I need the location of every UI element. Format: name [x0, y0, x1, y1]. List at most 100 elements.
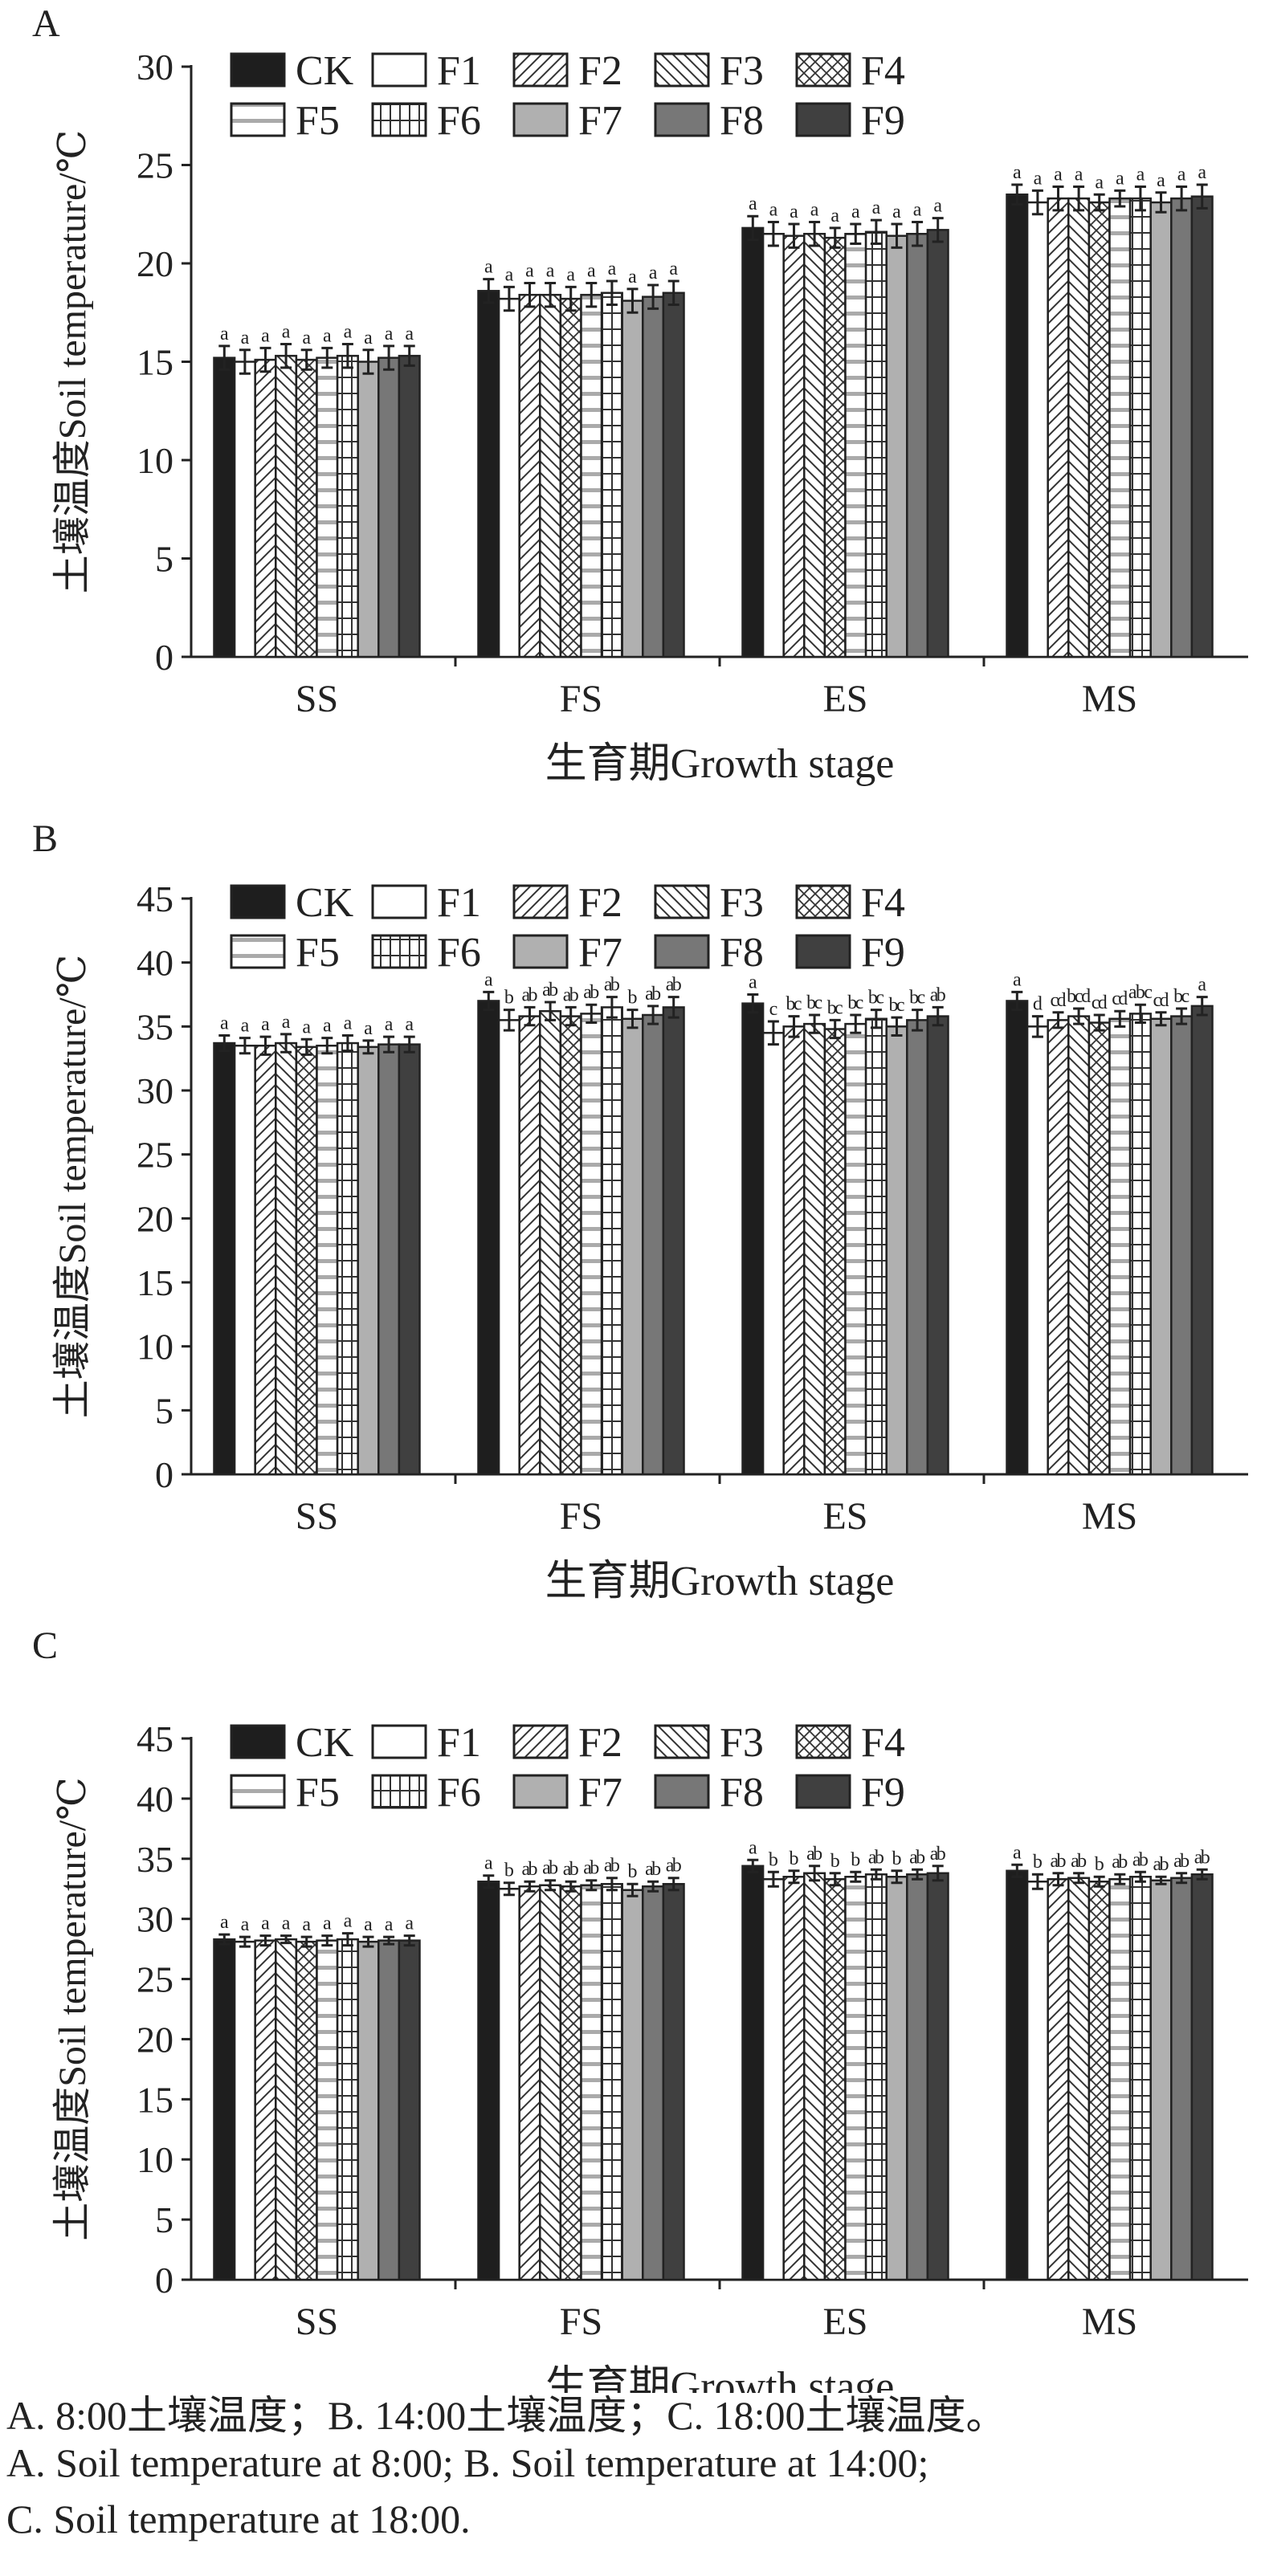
significance-letter: c	[769, 999, 778, 1020]
x-tick-label: MS	[1082, 1495, 1137, 1538]
legend-item-f3: F3	[654, 1720, 764, 1766]
error-bar	[239, 1037, 251, 1055]
significance-letter: a	[241, 328, 250, 348]
bar-b-ms-f2	[1047, 1019, 1070, 1476]
significance-letter: ab	[1173, 1851, 1190, 1872]
error-bar	[1073, 185, 1085, 212]
y-tick-label: 45	[137, 878, 173, 919]
legend-item-ck: CK	[230, 48, 354, 94]
significance-letter: a	[1177, 164, 1186, 185]
x-tick-label: SS	[296, 1495, 338, 1538]
x-tick-label: ES	[822, 1495, 867, 1538]
significance-letter: b	[504, 1861, 514, 1881]
legend-label: CK	[296, 880, 354, 926]
bar-c-ms-f7	[1149, 1879, 1173, 2281]
error-bar	[545, 1001, 557, 1021]
legend-swatch	[230, 1724, 286, 1759]
bar-a-fs-f3	[539, 293, 562, 658]
y-tick-label: 10	[137, 1327, 173, 1367]
legend-item-f3: F3	[654, 880, 764, 926]
significance-letter: ab	[909, 1847, 925, 1868]
error-bar	[362, 1039, 374, 1055]
x-tick-label: MS	[1082, 2301, 1137, 2343]
legend-swatch	[371, 1774, 427, 1809]
error-bar	[403, 1934, 415, 1947]
significance-letter: ab	[1051, 1851, 1067, 1872]
bar-c-es-f9	[926, 1872, 949, 2281]
error-bar	[503, 285, 515, 312]
bar-c-es-f6	[864, 1873, 888, 2281]
bar-a-es-f2	[782, 234, 806, 658]
significance-letter: a	[851, 202, 860, 222]
chart-panel-c: C 0 5 10 15 20 25 30 35 40 45 土壤温度Soil temperature/…	[32, 1624, 1248, 2393]
significance-letter: a	[364, 1914, 373, 1935]
significance-letter: a	[261, 325, 270, 346]
bar-a-fs-f9	[662, 291, 685, 658]
significance-letter: b	[628, 1861, 638, 1882]
legend-item-f7: F7	[512, 98, 622, 144]
error-bar	[870, 218, 882, 245]
significance-letter: a	[282, 321, 291, 342]
significance-letter: a	[1198, 975, 1206, 996]
error-bar	[218, 1933, 231, 1946]
significance-letter: ab	[645, 1859, 661, 1880]
legend-label: F6	[437, 98, 481, 144]
significance-letter: a	[220, 324, 229, 344]
legend-label: F8	[720, 1770, 764, 1816]
error-bar	[545, 282, 557, 308]
error-bar	[280, 342, 292, 369]
bar-a-ss-f5	[316, 357, 339, 658]
bar-a-ss-ck	[213, 357, 236, 658]
legend-label: F4	[861, 1720, 905, 1766]
legend-label: F2	[578, 880, 622, 926]
error-bar	[524, 1005, 536, 1027]
bar-c-es-ck	[741, 1865, 765, 2281]
significance-letter: b	[769, 1849, 778, 1870]
legend-item-f5: F5	[230, 930, 340, 976]
error-bar	[1176, 185, 1188, 212]
error-bar	[667, 1877, 679, 1892]
significance-letter: a	[405, 1914, 414, 1934]
legend-label: F2	[578, 48, 622, 94]
bar-a-fs-f5	[580, 293, 603, 658]
bar-b-ss-f2	[254, 1044, 277, 1476]
error-bar	[1031, 1873, 1043, 1890]
y-tick-label: 15	[137, 2079, 173, 2120]
legend-swatch	[795, 1774, 851, 1809]
bar-b-fs-f3	[539, 1009, 562, 1476]
bar-b-fs-f4	[559, 1015, 582, 1476]
bar-b-es-f4	[823, 1028, 847, 1476]
significance-letter: ab	[522, 984, 538, 1005]
significance-letter: a	[913, 200, 922, 221]
significance-letter: ab	[868, 1847, 884, 1868]
bar-b-ms-f8	[1170, 1015, 1194, 1476]
legend-item-f7: F7	[512, 1770, 622, 1816]
error-bar	[403, 344, 415, 367]
bar-a-ms-f1	[1026, 201, 1049, 658]
significance-letter: ab	[806, 1844, 822, 1865]
y-tick-label: 20	[137, 243, 173, 284]
bar-a-ss-f2	[254, 358, 277, 658]
error-bar	[503, 1881, 515, 1897]
bar-c-ss-f1	[233, 1940, 256, 2281]
significance-letter: a	[628, 267, 637, 287]
error-bar	[606, 279, 618, 306]
bar-a-fs-ck	[477, 290, 500, 658]
error-bar	[891, 1016, 903, 1037]
significance-letter: b	[1033, 1852, 1043, 1873]
significance-letter: a	[669, 259, 678, 279]
error-bar	[483, 278, 495, 304]
error-bar	[1052, 1011, 1064, 1029]
significance-letter: a	[1157, 170, 1165, 191]
bar-b-ss-f9	[398, 1043, 421, 1476]
significance-letter: bc	[909, 988, 925, 1009]
x-tick-label: ES	[822, 678, 867, 720]
error-bar	[321, 1037, 333, 1055]
x-tick-label: ES	[822, 2301, 867, 2343]
error-bar	[300, 1037, 312, 1056]
significance-letter: cd	[1153, 990, 1169, 1011]
significance-letter: a	[790, 202, 798, 222]
legend-label: F6	[437, 1770, 481, 1816]
legend-item-f2: F2	[512, 880, 622, 926]
legend-swatch	[371, 102, 427, 137]
